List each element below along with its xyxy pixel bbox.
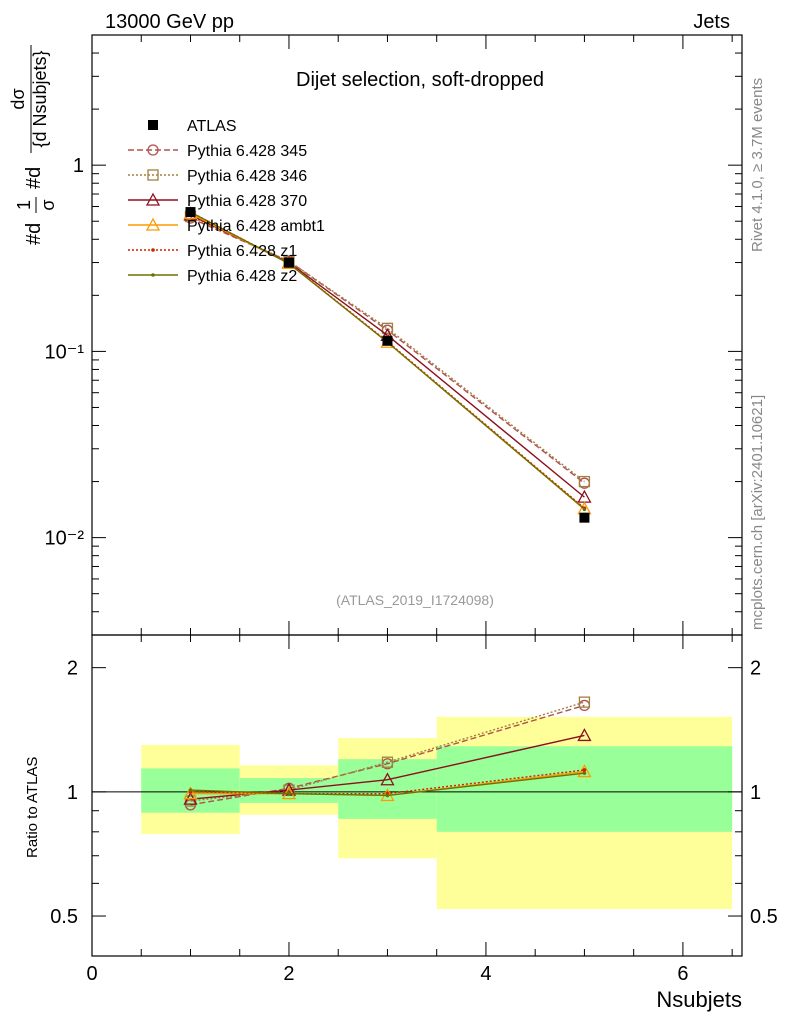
x-axis-label: Nsubjets: [656, 987, 742, 1012]
legend-label: Pythia 6.428 ambt1: [187, 218, 325, 235]
series-marker: [582, 768, 587, 772]
y-tick-label: 10⁻²: [45, 528, 85, 550]
energy-label: 13000 GeV pp: [105, 11, 234, 33]
series-marker: [188, 788, 193, 792]
analysis-id: (ATLAS_2019_I1724098): [336, 592, 494, 608]
data-marker: [283, 257, 294, 268]
ylabel-frac2-num: dσ: [8, 88, 28, 109]
ylabel-frac1-num: 1: [14, 200, 34, 210]
ratio-plot-frame: [91, 634, 743, 957]
series-marker: [147, 169, 159, 181]
series-marker: [381, 756, 394, 768]
axis-ticks: [91, 34, 742, 956]
main-y-axis-label: #d 1 σ #d dσ {d Nsubjets}: [8, 45, 58, 245]
legend-label-atlas: ATLAS: [187, 118, 237, 135]
legend: ATLAS Pythia 6.428 345 Pythia 6.428 346 Pyt…: [128, 118, 325, 285]
series-marker: [381, 322, 394, 334]
ratio-series-line: [190, 772, 585, 797]
ratio-y-tick-label: 2: [67, 658, 78, 680]
legend-label: Pythia 6.428 370: [187, 193, 307, 210]
legend-label: Pythia 6.428 345: [187, 143, 307, 160]
main-plot-series: [183, 206, 592, 523]
ylabel-part-b: #d: [23, 167, 45, 189]
series-marker: [145, 192, 161, 206]
x-tick-label: 2: [283, 963, 294, 985]
legend-label: Pythia 6.428 z2: [187, 268, 297, 285]
ratio-plot-series: [183, 696, 592, 811]
y-tick-label: 1: [73, 155, 84, 177]
ratio-y-axis-label: Ratio to ATLAS: [24, 757, 41, 858]
series-marker: [385, 793, 390, 798]
series-line: [190, 217, 585, 484]
x-tick-label: 0: [86, 963, 97, 985]
series-marker: [380, 772, 395, 786]
x-tick-label: 4: [480, 963, 491, 985]
series-marker: [582, 771, 587, 775]
series-marker: [578, 696, 591, 708]
legend-label: Pythia 6.428 z1: [187, 243, 297, 260]
series-marker: [578, 475, 591, 488]
ratio-y-tick-label-right: 2: [750, 658, 761, 680]
ratio-y-tick-label-right: 0.5: [750, 906, 778, 928]
ylabel-frac2-den: {d Nsubjets}: [30, 50, 50, 147]
band-inner: [436, 746, 733, 832]
ylabel-frac1-den: σ: [38, 199, 58, 210]
ratio-y-tick-label: 1: [67, 782, 78, 804]
chart-title: Dijet selection, soft-dropped: [296, 69, 544, 91]
series-line: [190, 211, 585, 510]
series-marker: [147, 144, 159, 156]
rivet-version-label: Rivet 4.1.0, ≥ 3.7M events: [749, 78, 766, 252]
ratio-y-tick-label-right: 1: [750, 782, 761, 804]
data-marker: [382, 335, 393, 346]
series-marker: [151, 273, 155, 277]
series-marker: [183, 786, 198, 800]
series-marker: [145, 217, 161, 231]
ratio-y-tick-label: 0.5: [50, 906, 78, 928]
ratio-series-line: [190, 704, 585, 806]
ratio-uncertainty-bands: [141, 716, 733, 909]
y-tick-label: 10⁻¹: [45, 341, 85, 363]
data-marker: [579, 512, 590, 523]
legend-marker-atlas: [148, 120, 158, 130]
series-marker: [577, 764, 592, 778]
data-marker: [185, 207, 196, 218]
category-label: Jets: [693, 11, 730, 33]
ratio-series-line: [190, 734, 585, 800]
series-line: [190, 215, 585, 483]
x-tick-label: 6: [677, 963, 688, 985]
series-marker: [577, 728, 592, 742]
series-marker: [287, 791, 291, 796]
legend-label: Pythia 6.428 346: [187, 168, 307, 185]
ylabel-part-a: #d: [23, 223, 45, 245]
ratio-series-line: [190, 769, 585, 795]
mcplots-source-label: mcplots.cern.ch [arXiv:2401.10621]: [749, 395, 766, 630]
series-marker: [151, 248, 155, 252]
ratio-series-line: [190, 701, 585, 802]
axis-tick-labels: 0 2 4 6 1 10⁻¹ 10⁻² 2 2 1 1 0.5 0.5: [45, 155, 778, 985]
series-marker: [582, 507, 587, 512]
